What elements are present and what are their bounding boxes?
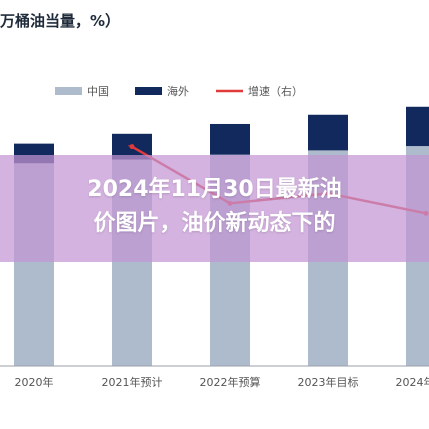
bar-overseas-2 <box>210 123 250 155</box>
x-tick-label-3: 2023年目标 <box>298 375 359 389</box>
legend-label-domestic: 中国 <box>87 85 109 98</box>
x-tick-label-0: 2020年 <box>15 375 54 389</box>
growth-point-1 <box>129 144 135 150</box>
x-tick-label-4: 2024年目标 <box>396 375 429 389</box>
x-tick-label-1: 2021年预计 <box>102 375 163 389</box>
banner-line-2: 价图片，油价新动态下的 <box>93 211 336 236</box>
chart-title: 万桶油当量，%） <box>0 12 121 30</box>
legend-label-growth: 增速（右） <box>248 84 303 98</box>
bar-overseas-4 <box>406 106 429 147</box>
overlay-banner: 2024年11月30日最新油 价图片，油价新动态下的 <box>0 155 429 262</box>
x-tick-label-2: 2022年预算 <box>200 375 261 389</box>
legend-label-overseas: 海外 <box>167 84 189 98</box>
x-tick-labels: 2020年 2021年预计 2022年预算 2023年目标 2024年目标 <box>15 375 429 389</box>
banner-headline: 2024年11月30日最新油 价图片，油价新动态下的 <box>0 173 429 241</box>
bar-overseas-3 <box>308 114 348 151</box>
legend-swatch-overseas <box>135 87 162 95</box>
legend-swatch-domestic <box>55 87 82 95</box>
banner-line-1: 2024年11月30日最新油 <box>87 177 342 202</box>
legend: 中国 海外 增速（右） <box>55 84 303 98</box>
